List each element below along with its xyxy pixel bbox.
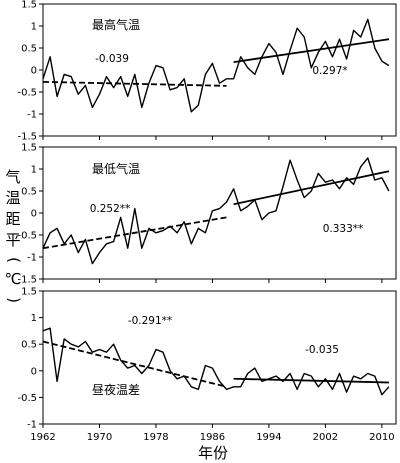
series-line: [42, 157, 390, 265]
y-tick-label: 0: [31, 66, 37, 77]
y-tick-label: -1.5: [17, 275, 37, 286]
trend-line: [42, 216, 227, 250]
plot-frame: [42, 290, 397, 425]
y-tick-label: -1: [27, 110, 37, 121]
y-tick-label: 0.5: [21, 44, 37, 55]
trend-line: [233, 38, 390, 63]
y-tick-label: 1: [31, 22, 37, 33]
y-axis-label-char: 气: [5, 168, 20, 186]
y-axis-label-char: (: [5, 257, 23, 263]
chart-panel: 1.5 1 0.5 0 -0.5 -1 -1.5 0.252** 0.333** 最低气温: [17, 143, 397, 286]
trend-label: 0.333**: [323, 223, 364, 235]
y-tick-label: -1.5: [17, 132, 37, 143]
y-tick-label: 0: [31, 209, 37, 220]
y-tick-label: 1.5: [21, 143, 37, 154]
y-tick-label: -1: [27, 253, 37, 264]
trend-line: [42, 80, 227, 87]
y-axis-label-char: ℃: [5, 270, 22, 288]
y-tick-label: 0.5: [21, 340, 37, 351]
trend-label: -0.291**: [128, 315, 172, 327]
chart-panel: 1.5 1 0.5 0 -0.5 -1 -1.5 -0.039 0.297* 最高气温: [17, 0, 397, 143]
y-tick-label: 0: [31, 366, 37, 377]
panel-title: 最高气温: [92, 17, 140, 32]
trend-line: [233, 377, 389, 384]
y-tick-label: -0.5: [17, 393, 37, 404]
x-axis-tick-labels: 1962 1970 1978 1986 1994 2002 2010: [30, 432, 394, 443]
x-tick-label: 1986: [200, 432, 225, 443]
x-tick-label: 1970: [87, 432, 112, 443]
chart-panel: 1.5 1 0.5 0 -0.5 -1 -0.291** -0.035 昼夜温差: [17, 287, 397, 431]
y-axis-label-char: 温: [5, 189, 20, 207]
y-tick-label: 0.5: [21, 187, 37, 198]
trend-line: [42, 340, 227, 388]
y-axis-label-char: ): [5, 297, 23, 303]
x-tick-label: 1994: [256, 432, 281, 443]
y-tick-label: 1.5: [21, 0, 37, 11]
trend-label: 0.297*: [312, 65, 347, 77]
x-tick-label: 1978: [143, 432, 168, 443]
trend-label: -0.035: [305, 344, 339, 356]
y-tick-label: -0.5: [17, 231, 37, 242]
y-tick-label: -0.5: [17, 88, 37, 99]
x-tick-label: 2002: [313, 432, 338, 443]
y-axis-label-char: 距: [5, 210, 20, 228]
y-axis-label-char: 平: [5, 231, 20, 249]
y-tick-label: 1: [31, 165, 37, 176]
y-tick-label: -1: [27, 420, 37, 431]
y-axis-label: 气 温 距 平 ( ℃ ): [5, 168, 23, 303]
trend-line: [233, 170, 390, 206]
panel-title: 最低气温: [92, 161, 140, 176]
trend-label: 0.252**: [90, 203, 131, 215]
trend-label: -0.039: [95, 53, 129, 65]
x-tick-label: 2010: [369, 432, 394, 443]
y-tick-label: 1.5: [21, 287, 37, 298]
panel-title: 昼夜温差: [92, 382, 140, 397]
series-line: [42, 327, 390, 396]
y-tick-label: 1: [31, 313, 37, 324]
x-axis-label: 年份: [198, 444, 228, 462]
series-line: [42, 18, 390, 113]
x-tick-label: 1962: [30, 432, 55, 443]
